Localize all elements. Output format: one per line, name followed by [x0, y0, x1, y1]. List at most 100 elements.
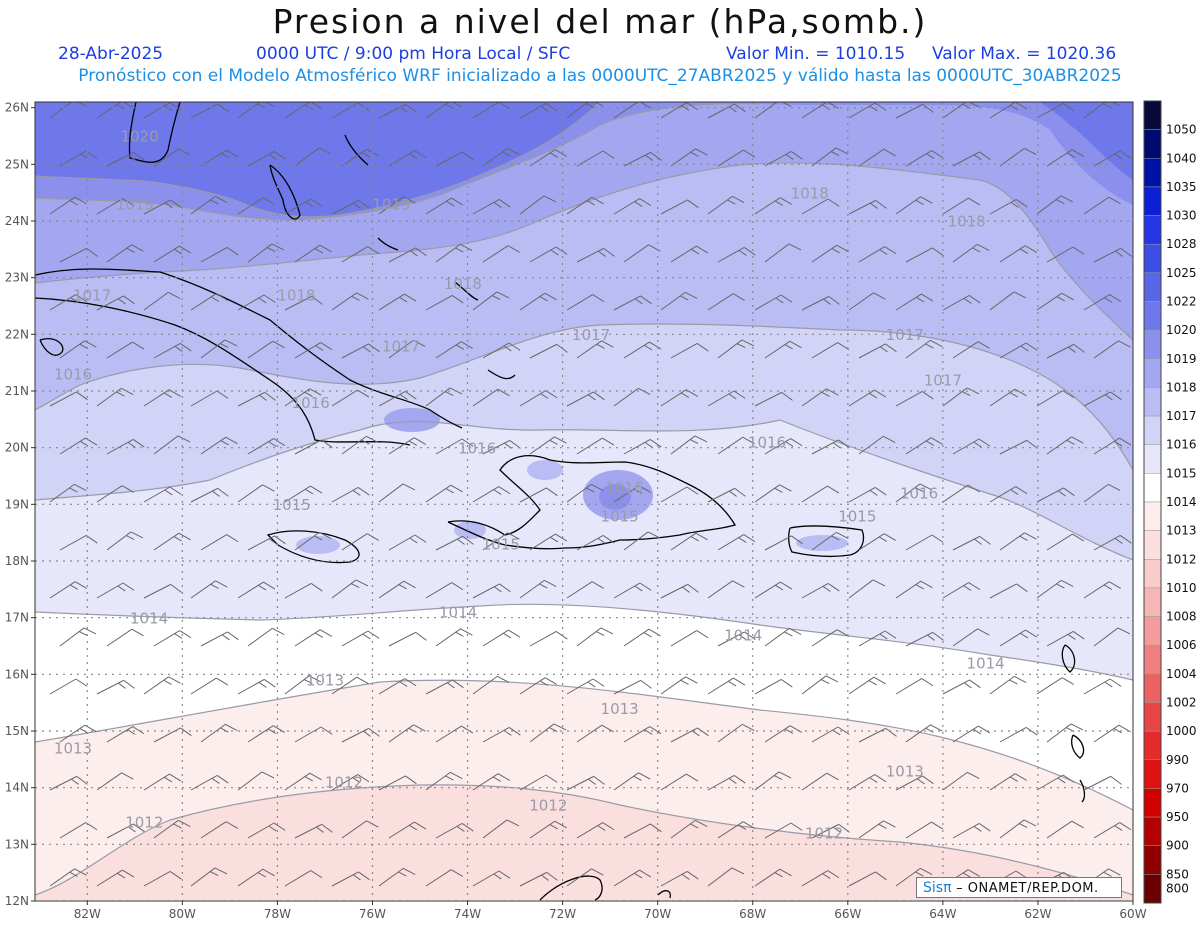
isobar-label: 1014 [724, 626, 762, 644]
wind-barb [576, 150, 615, 167]
wind-barb [670, 532, 708, 551]
legend-label: 850 [1166, 867, 1189, 881]
wind-barb [952, 823, 991, 839]
wind-barb [848, 579, 886, 599]
wind-barb [519, 579, 557, 599]
wind-barb [294, 531, 332, 551]
plot-frame [34, 101, 1134, 902]
lat-tick-label: 13N [5, 837, 29, 851]
wind-barb [717, 436, 755, 455]
wind-barb [247, 340, 285, 359]
isobar-label: 1015 [273, 496, 311, 514]
wind-barb [566, 581, 604, 599]
legend-label: 1014 [1166, 495, 1197, 509]
legend-label: 990 [1166, 753, 1189, 767]
legend-swatch [1143, 530, 1162, 560]
lat-tick-label: 17N [5, 611, 29, 625]
wind-barb [801, 388, 839, 407]
lon-tick-label: 78W [264, 907, 291, 921]
wind-barb [49, 102, 87, 119]
wind-barb [1036, 195, 1074, 215]
wind-barb [1083, 483, 1121, 503]
sispi-logo: Sisπ [923, 880, 952, 896]
wind-barb [143, 486, 182, 503]
wind-barb [764, 340, 802, 359]
wind-barb [472, 870, 511, 887]
wind-barb [1046, 436, 1084, 455]
lat-tick-label: 18N [5, 554, 29, 568]
wind-barb [848, 676, 886, 695]
wind-barb [153, 819, 191, 839]
wind-barb [247, 627, 285, 647]
isobar-label: 1012 [125, 813, 163, 831]
wind-barb [952, 243, 990, 263]
lat-tick-label: 16N [5, 667, 29, 681]
wind-barb [858, 246, 897, 263]
wind-barb [801, 198, 840, 215]
legend-label: 1004 [1166, 667, 1197, 681]
wind-barb [378, 103, 417, 119]
wind-barb [717, 821, 755, 839]
wind-barb [106, 151, 145, 167]
isobar-label: 1016 [292, 394, 330, 412]
wind-barb [96, 582, 135, 599]
lon-tick-label: 82W [74, 907, 101, 921]
wind-barb [1083, 196, 1121, 215]
wind-barb [811, 342, 850, 359]
wind-barb [153, 245, 192, 263]
wind-barb [613, 869, 652, 887]
model-run-subtitle: Pronóstico con el Modelo Atmosférico WRF… [78, 66, 1122, 86]
wind-barb [989, 675, 1027, 695]
legend-frame [1143, 100, 1162, 904]
wind-barb [989, 388, 1027, 407]
wind-barb [435, 438, 474, 455]
wind-barb [1036, 774, 1075, 791]
wind-barb [143, 389, 181, 407]
isobar-label: 1018 [791, 184, 829, 202]
wind-barb [623, 628, 661, 647]
wind-barb [153, 148, 191, 167]
wind-barb [331, 579, 369, 599]
legend-swatch [1143, 444, 1162, 474]
wind-barb [895, 678, 934, 695]
axis-ticks [31, 107, 1134, 905]
wind-barb [1083, 581, 1121, 599]
legend-label: 1019 [1166, 352, 1197, 366]
wind-barb [613, 485, 651, 503]
wind-barb [811, 531, 849, 551]
wind-barb [425, 771, 463, 791]
isobar-label: 1016 [605, 479, 643, 497]
wind-barb [425, 484, 463, 503]
wind-barb [153, 532, 191, 551]
wind-barb [153, 435, 191, 455]
wind-barb [200, 723, 238, 743]
wind-barb [388, 339, 426, 359]
wind-barb [59, 535, 98, 551]
wind-barb [482, 819, 520, 839]
wind-barb [237, 197, 275, 215]
wind-barb [1046, 631, 1085, 647]
isobar-label: 1013 [306, 672, 344, 690]
wind-barb [200, 339, 238, 359]
lat-tick-label: 20N [5, 441, 29, 455]
wind-barb [388, 150, 427, 167]
wind-barb [1036, 677, 1074, 695]
wind-barb [331, 199, 370, 215]
legend-swatch [1143, 759, 1162, 789]
wind-barb [247, 725, 285, 743]
wind-barb [613, 772, 651, 791]
isobar-label: 1017 [382, 337, 420, 355]
wind-barb [754, 679, 793, 695]
wind-barb [472, 486, 511, 503]
wind-barb [190, 103, 229, 119]
isobar-label: 1013 [886, 762, 924, 780]
wind-barb [566, 868, 604, 887]
isobar-label: 1014 [130, 609, 168, 627]
wind-barb [331, 102, 370, 119]
wind-barb [388, 724, 426, 743]
wind-barb [670, 435, 708, 455]
legend-swatch [1143, 243, 1162, 274]
pressure-field: 1020 1019 1019 1018 1018 1018 1018 1017 1017 1017… [35, 102, 1133, 901]
lat-tick-label: 24N [5, 214, 29, 228]
wind-barb [519, 103, 558, 119]
